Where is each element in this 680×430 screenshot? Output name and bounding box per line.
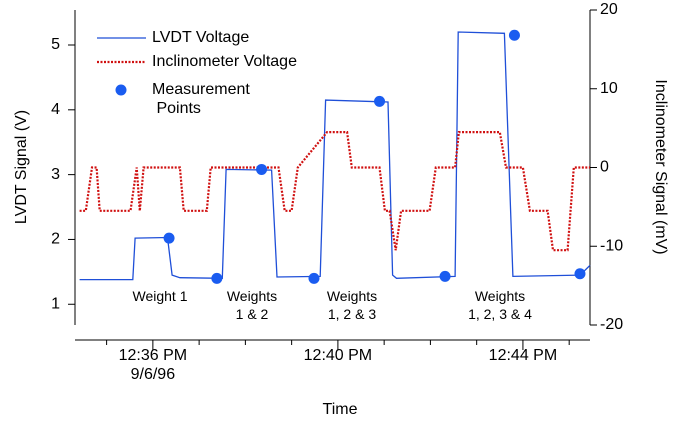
annotation: Weights 1, 2, 3 & 4 — [468, 288, 532, 322]
series-line — [79, 31, 591, 281]
y-tick-label: 2 — [51, 231, 60, 248]
y2-tick-label: -20 — [600, 316, 623, 333]
measurement-point — [439, 270, 451, 282]
measurement-point — [574, 268, 586, 280]
legend-label: LVDT Voltage — [152, 29, 250, 46]
legend-label: Measurement Points — [152, 81, 250, 117]
annotation: Weight 1 — [132, 288, 188, 304]
x-tick-label: 12:40 PM — [303, 347, 373, 364]
y-tick-label: 4 — [51, 101, 60, 118]
y2-tick-label: -10 — [600, 237, 623, 254]
x-axis-label: Time — [323, 401, 358, 418]
series-line — [79, 131, 590, 252]
measurement-point — [163, 232, 175, 244]
legend-label: Inclinometer Voltage — [152, 53, 297, 70]
measurement-point — [256, 163, 268, 175]
measurement-point — [508, 29, 520, 41]
y-tick-label: 3 — [51, 166, 60, 183]
y-tick-label: 5 — [51, 36, 60, 53]
y-axis-label: LVDT Signal (V) — [13, 110, 30, 224]
y2-tick-label: 10 — [600, 80, 618, 97]
legend-marker — [115, 84, 127, 96]
y2-tick-label: 0 — [600, 159, 609, 176]
measurement-point — [374, 95, 386, 107]
y2-axis-label: Inclinometer Signal (mV) — [652, 79, 669, 254]
measurement-point — [211, 272, 223, 284]
y-tick-label: 1 — [51, 295, 60, 312]
x-tick-label: 12:44 PM — [488, 347, 558, 364]
measurement-point — [308, 272, 320, 284]
y2-tick-label: 20 — [600, 1, 618, 18]
annotation: Weights 1 & 2 — [226, 288, 278, 322]
annotation: Weights 1, 2 & 3 — [326, 288, 378, 322]
x-tick-label: 12:36 PM 9/6/96 — [118, 347, 188, 383]
